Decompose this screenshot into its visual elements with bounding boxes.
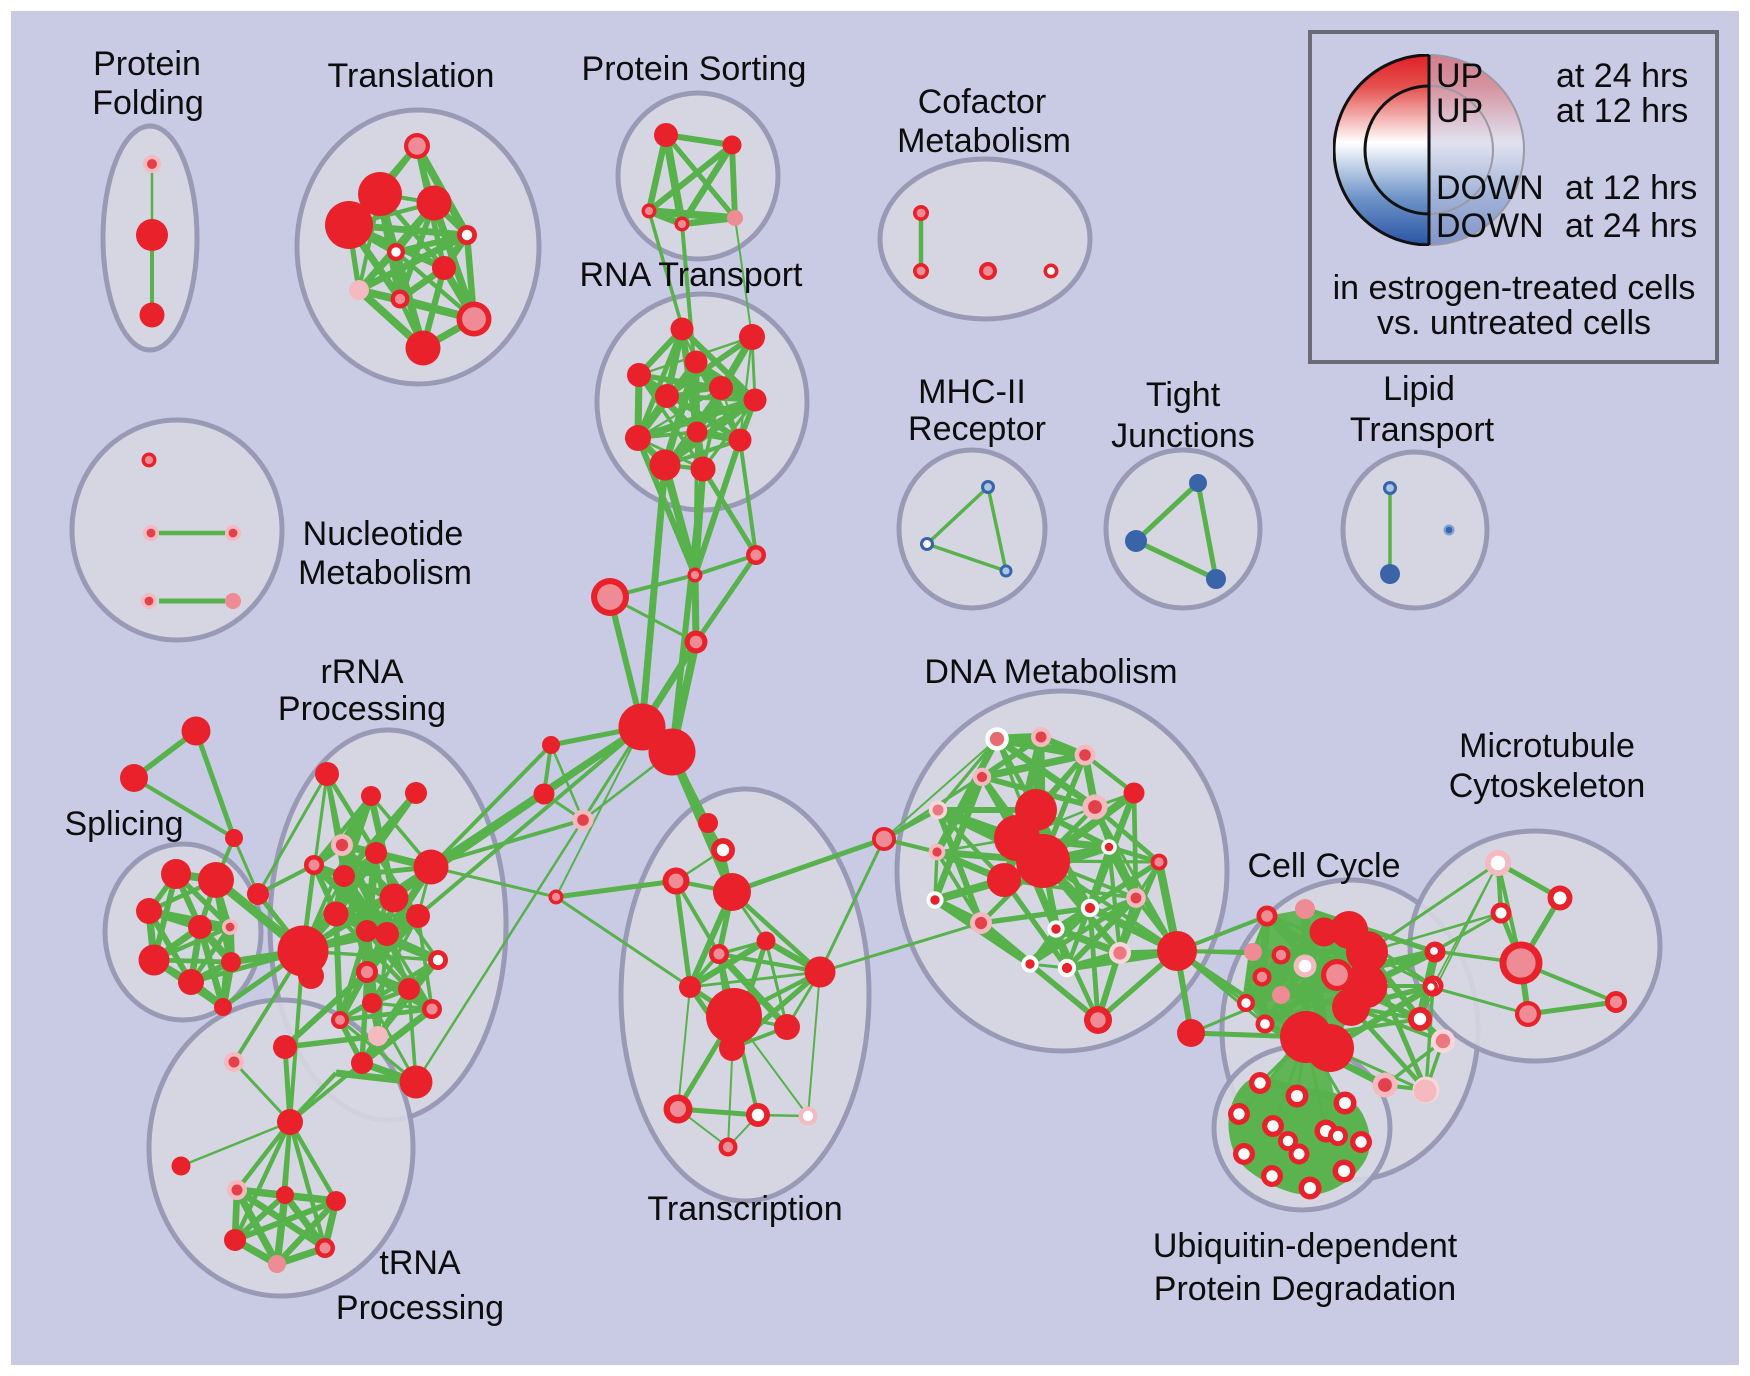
svg-text:DOWN: DOWN (1436, 169, 1544, 207)
svg-text:Transcription: Transcription (647, 1190, 842, 1228)
svg-text:Ubiquitin-dependent: Ubiquitin-dependent (1153, 1227, 1458, 1265)
svg-text:MHC-II: MHC-II (918, 373, 1026, 411)
svg-text:tRNA: tRNA (379, 1244, 461, 1282)
svg-text:Processing: Processing (336, 1289, 504, 1327)
svg-text:vs. untreated cells: vs. untreated cells (1377, 304, 1651, 342)
svg-text:Cytoskeleton: Cytoskeleton (1449, 767, 1646, 805)
svg-text:at 12 hrs: at 12 hrs (1565, 169, 1697, 207)
svg-text:in estrogen-treated cells: in estrogen-treated cells (1333, 269, 1696, 307)
svg-text:Lipid: Lipid (1383, 370, 1455, 408)
svg-text:Protein Degradation: Protein Degradation (1154, 1270, 1456, 1308)
svg-text:Processing: Processing (278, 690, 446, 728)
svg-text:rRNA: rRNA (320, 653, 403, 691)
svg-text:Metabolism: Metabolism (298, 554, 472, 592)
svg-text:DOWN: DOWN (1436, 207, 1544, 245)
svg-text:Tight: Tight (1146, 376, 1221, 414)
svg-text:Translation: Translation (328, 57, 495, 95)
svg-text:RNA Transport: RNA Transport (580, 256, 804, 294)
svg-text:Cell Cycle: Cell Cycle (1247, 847, 1400, 885)
svg-text:Transport: Transport (1350, 411, 1495, 449)
svg-text:Receptor: Receptor (908, 410, 1046, 448)
svg-text:Nucleotide: Nucleotide (303, 515, 464, 553)
svg-text:DNA Metabolism: DNA Metabolism (924, 653, 1177, 691)
svg-text:Folding: Folding (92, 84, 204, 122)
svg-text:Splicing: Splicing (64, 805, 183, 843)
svg-text:at 24 hrs: at 24 hrs (1556, 57, 1688, 95)
svg-text:Junctions: Junctions (1111, 417, 1255, 455)
svg-text:Protein Sorting: Protein Sorting (582, 50, 807, 88)
svg-text:Protein: Protein (93, 45, 201, 83)
svg-text:Cofactor: Cofactor (918, 83, 1047, 121)
svg-text:UP: UP (1436, 92, 1483, 130)
svg-text:at 24 hrs: at 24 hrs (1565, 207, 1697, 245)
svg-text:Metabolism: Metabolism (897, 122, 1071, 160)
svg-text:UP: UP (1436, 57, 1483, 95)
svg-text:Microtubule: Microtubule (1459, 727, 1635, 765)
svg-text:at 12 hrs: at 12 hrs (1556, 92, 1688, 130)
